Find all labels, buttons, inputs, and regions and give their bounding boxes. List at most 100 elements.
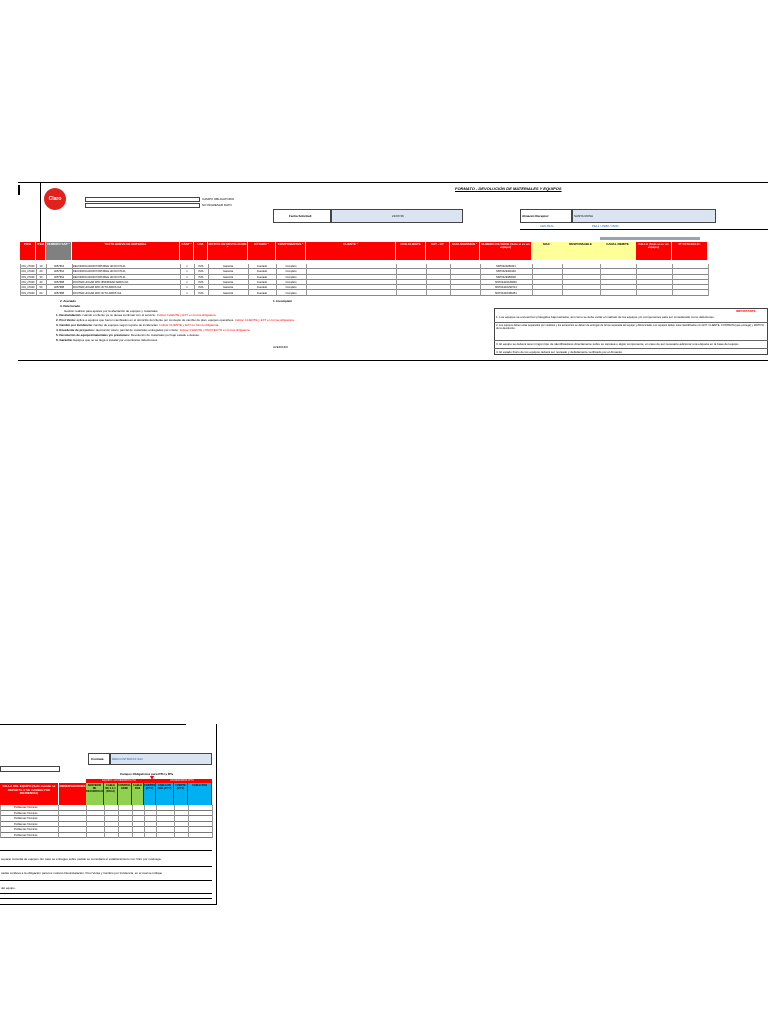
table-row: 001_27040 50 4057688 ROUTER HOGAR WIFI 3CTO… — [20, 285, 708, 291]
motivo-note-text: Equipos que no se llega a instalar por e… — [72, 338, 159, 342]
grid-col-line — [600, 264, 601, 296]
almacen-code: PE11 / PE80 / PE51 — [592, 224, 619, 228]
cell-item: 50 — [39, 286, 43, 290]
falla-cell: Problemas Técnicos — [14, 806, 38, 809]
cell-estado: Averiado — [256, 275, 268, 279]
grid-col-line — [208, 264, 209, 296]
cell-sap: 4057664 — [53, 265, 65, 268]
grid-col-line — [36, 264, 37, 296]
falla-header: FALLA DEL EQUIPO (Solo cuando se REPORTA… — [0, 783, 58, 805]
grey-mini-bar — [600, 237, 700, 240]
second-sheet-input[interactable] — [0, 766, 60, 772]
grid-col-line — [708, 264, 709, 296]
fecha-value: 21/07/16 — [392, 214, 404, 218]
grid-col-line — [306, 264, 307, 296]
motivo-note: 1. Desinstalación: cuando el cliente ya … — [56, 313, 216, 317]
obligatorios-label: Campos Obligatorios para DTH y IPtv — [120, 772, 174, 776]
cell-cant: 1 — [186, 286, 188, 290]
grid-col-line — [132, 805, 133, 838]
importante-note-4: 4. El estado físico de los equipos deber… — [496, 350, 623, 354]
cell-pos: 001_27040 — [21, 275, 35, 279]
almacen-value-box[interactable] — [572, 209, 716, 223]
motivo-note-text: Devolución de materiales por bajo estado… — [130, 333, 200, 337]
accessory-header-1: CABLE DE 4 A 1 (PACA) — [104, 783, 118, 805]
cell-pos: 001_27040 — [21, 280, 35, 284]
table-row: Problemas Técnicos — [0, 805, 212, 811]
table-row: Problemas Técnicos — [0, 833, 212, 838]
cell-estado: Averiado — [256, 265, 268, 268]
motivo-note: 4. Excedente de proyectos: devolución to… — [56, 328, 250, 332]
motivo-note-label: 6. Garantía: — [56, 338, 73, 342]
cell-um: PZA — [198, 265, 204, 268]
grid-col-line — [194, 264, 195, 296]
grid-col-line — [672, 264, 673, 296]
group-iptv-text: ACCESORIOS IPTV — [170, 779, 194, 782]
second-notes-rule-5 — [0, 898, 212, 899]
estado-description: Gestión realizar para ajustes por la afe… — [64, 309, 159, 313]
sheet-left-marker — [18, 185, 20, 195]
motivo-note-label: 2. Post Venta: — [56, 318, 76, 322]
cell-item: 30 — [39, 275, 43, 279]
group-dth-header: EQUIPO / ACCESORIO DTH — [86, 779, 152, 783]
table-row: 001_27040 20 4057664 DECODIFICADOR PORTABLE… — [20, 269, 708, 275]
col-header-13: NUMERO DE SERIE (Solo si es un equipo) — [480, 242, 532, 260]
cell-um: PZA — [198, 270, 204, 274]
second-note-2: cadas conlleva a la obligación para los … — [1, 871, 163, 875]
cell-pos: 001_27040 — [21, 270, 35, 274]
estado-averiado: 2. Averiado — [60, 299, 76, 303]
accessory-header-2: CONTROL HDMI — [118, 783, 132, 805]
no-input-field-sample — [85, 203, 200, 208]
cell-item: 20 — [39, 270, 43, 274]
col-header-3: TEXTO BREVE DE MATERIAL — [72, 242, 180, 260]
cell-item: 10 — [39, 265, 43, 268]
second-sheet-top-rule — [0, 724, 186, 725]
motivo-note: 5. Devolución de equipos/materiales y/o … — [56, 333, 200, 337]
col-header-9: CLIENTE * — [306, 242, 396, 260]
group-dth-text: EQUIPO / ACCESORIO DTH — [102, 779, 136, 782]
required-field-sample — [85, 197, 200, 202]
falla-cell: Problemas Técnicos — [14, 833, 38, 837]
col-header-16: CANAL REMITE — [600, 242, 636, 260]
cell-sap: 4057688 — [53, 286, 65, 290]
cell-serie: M9T0429380038 — [496, 275, 516, 279]
table-row: Problemas Técnicos — [0, 816, 212, 822]
almacen-sub: CENTRAL — [540, 224, 555, 228]
cell-cant: 1 — [186, 275, 188, 279]
grid-col-line — [144, 805, 145, 838]
cell-sap: 4057688 — [53, 280, 65, 284]
cell-um: PZA — [198, 286, 204, 290]
cell-item: 40 — [39, 280, 43, 284]
grid-col-line — [248, 264, 249, 296]
contrata-value-box[interactable] — [110, 753, 212, 765]
cell-cant: 1 — [186, 280, 188, 284]
accessory-header-7: CABLE RG6 — [188, 783, 212, 805]
table-header-row: POSI ITEM NUMERO SAP * TEXTO BREVE DE MATER… — [20, 242, 768, 260]
cell-comp: Completo — [285, 275, 297, 279]
col-header-5: U.M. — [194, 242, 208, 260]
almacen-label-box — [520, 209, 572, 223]
cell-desc: DECODIFICADOR PORTABLE HD DCX7121 — [73, 270, 126, 274]
fecha-value-box[interactable] — [331, 209, 463, 223]
cell-motivo: Garantía — [222, 275, 234, 279]
motivo-note-text: cambio de equipos según reporte de incid… — [92, 323, 159, 327]
col-header-4: CANT * — [180, 242, 194, 260]
cell-serie: M9T0423280421 — [496, 265, 516, 268]
second-notes-rule-3 — [0, 880, 212, 881]
cell-motivo: Garantía — [222, 270, 234, 274]
averiado-label: AVERIADO — [273, 345, 289, 349]
col-header-12: GUIA REMISION * — [450, 242, 480, 260]
grid-col-line — [104, 805, 105, 838]
grid-col-line — [0, 805, 1, 838]
col-header-14: MAC — [532, 242, 562, 260]
falla-header-text: FALLA DEL EQUIPO (Solo cuando se REPORTA… — [2, 784, 56, 795]
second-notes-rule-4 — [0, 893, 212, 894]
accessory-header-4: CONTROL (IPTV) — [144, 783, 156, 805]
grid-col-line — [532, 264, 533, 296]
table-row: 001_27040 40 4057688 ROUTER HOGAR WIFI 3PRI… — [20, 280, 708, 286]
cell-pos: 001_27040 — [21, 265, 35, 268]
logo-text: Claro — [48, 196, 62, 202]
grid-col-line — [212, 805, 213, 838]
grid-col-line — [20, 264, 21, 296]
motivo-note-required: Indicar CLIENTE y EXT en forma obligator… — [234, 318, 295, 322]
grid-col-line — [188, 805, 189, 838]
